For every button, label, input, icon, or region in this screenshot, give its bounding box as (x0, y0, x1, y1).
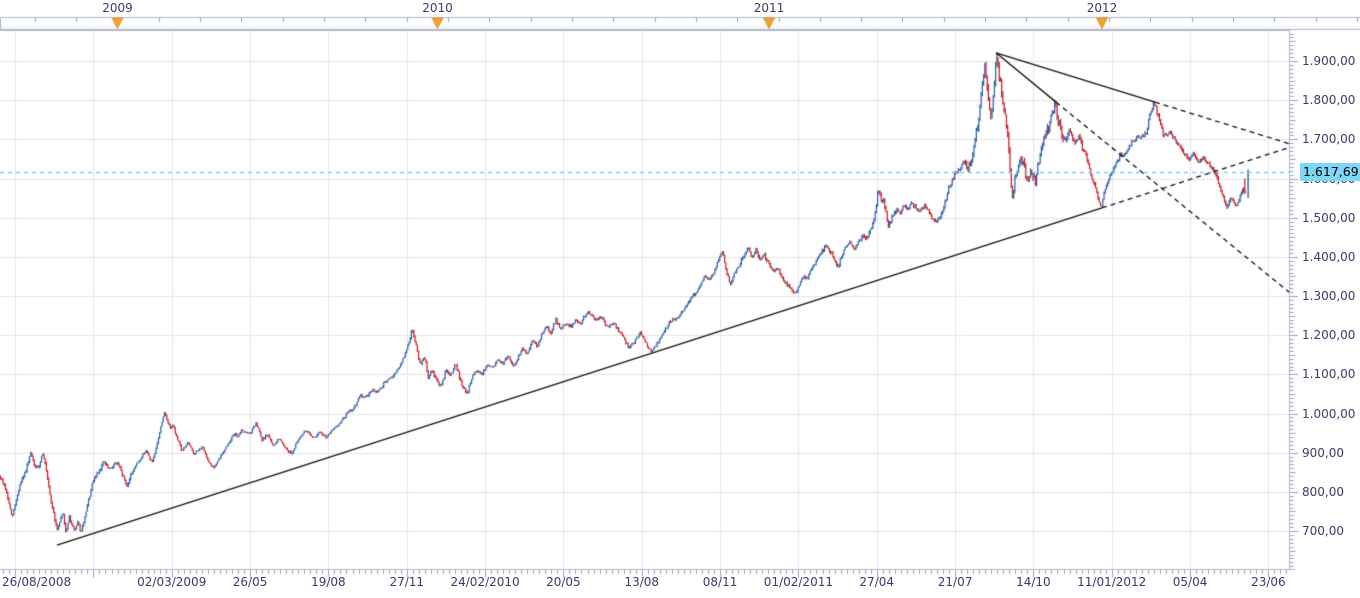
x-axis-label: 23/06 (1251, 575, 1286, 589)
x-axis-label: 26/08/2008 (2, 575, 72, 589)
y-axis-label: 900,00 (1302, 445, 1344, 460)
y-axis-label: 1.000,00 (1302, 406, 1356, 421)
x-axis-label: 19/08 (311, 575, 346, 589)
x-axis-label: 24/02/2010 (450, 575, 520, 589)
y-axis-label: 1.100,00 (1302, 367, 1356, 382)
x-axis-label: 14/10 (1016, 575, 1051, 589)
y-axis-label: 1.700,00 (1302, 132, 1356, 147)
x-axis-label: 01/02/2011 (763, 575, 833, 589)
y-axis-label: 1.900,00 (1302, 54, 1356, 68)
y-axis-label: 800,00 (1302, 484, 1344, 499)
x-axis-label: 26/05 (232, 575, 268, 589)
y-axis-label: 1.500,00 (1302, 210, 1356, 225)
x-axis-label: 08/11 (702, 575, 738, 589)
x-axis-label: 27/04 (859, 575, 895, 589)
y-axis-label: 1.300,00 (1302, 289, 1356, 303)
year-label: 2011 (753, 1, 785, 15)
x-axis-label: 20/05 (546, 575, 581, 589)
x-axis-label: 27/11 (389, 575, 425, 589)
x-axis-label: 05/04 (1172, 575, 1208, 589)
x-axis-label: 02/03/2009 (137, 575, 207, 589)
x-axis-label: 13/08 (624, 575, 660, 589)
y-axis-label: 700,00 (1302, 524, 1344, 538)
y-axis-label: 1.400,00 (1302, 249, 1356, 264)
year-label: 2010 (422, 1, 453, 15)
x-axis-label: 11/01/2012 (1077, 575, 1147, 589)
y-axis-label: 1.800,00 (1302, 93, 1356, 108)
year-label: 2009 (102, 1, 133, 15)
current-price-tag: 1.617,69 (1300, 163, 1360, 181)
y-axis-label: 1.200,00 (1302, 328, 1356, 343)
year-label: 2012 (1086, 1, 1118, 15)
x-axis-label: 21/07 (937, 575, 973, 589)
